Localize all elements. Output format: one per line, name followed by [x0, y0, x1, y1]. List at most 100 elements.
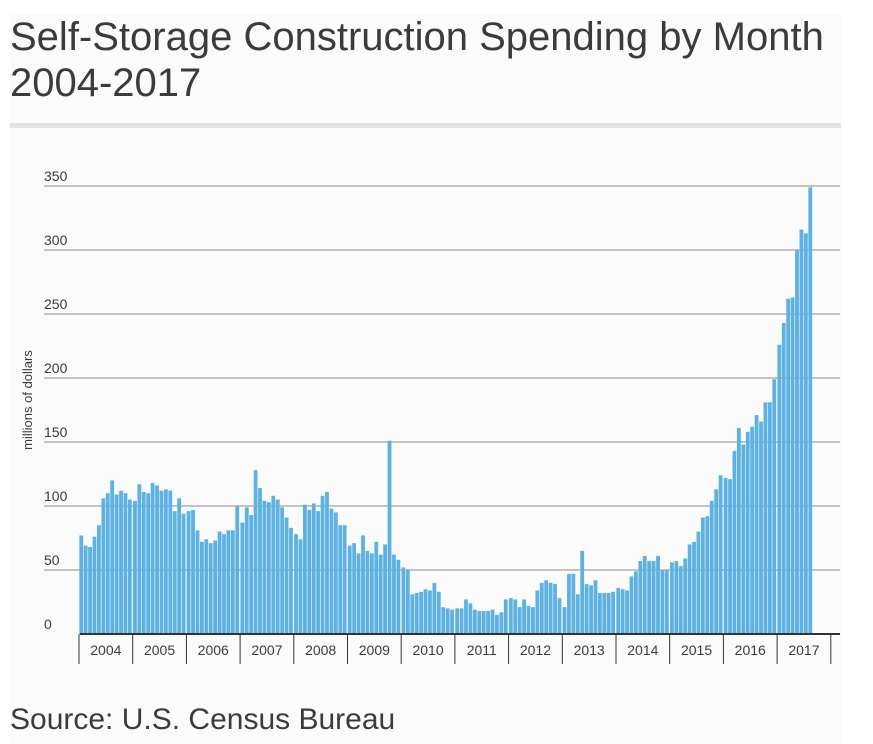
x-tick-label: 2017: [788, 642, 819, 658]
bar-2012-7: [535, 590, 540, 634]
bar-2014-9: [651, 561, 656, 634]
bar-2006-4: [199, 541, 204, 634]
bar-2009-9: [383, 544, 388, 634]
bar-2013-3: [571, 573, 576, 634]
bar-2010-8: [432, 582, 437, 634]
bar-2006-6: [208, 543, 213, 634]
bar-2013-10: [602, 593, 607, 634]
bar-2010-11: [445, 608, 450, 634]
bar-2004-1: [79, 535, 84, 634]
title-divider: [10, 123, 841, 128]
bar-2017-3: [786, 298, 791, 634]
bar-2009-10: [387, 440, 392, 634]
bar-2016-5: [741, 444, 746, 634]
bar-2013-9: [597, 593, 602, 634]
bar-2014-6: [638, 561, 643, 634]
bar-2017-6: [799, 229, 804, 634]
bar-2004-12: [127, 499, 132, 634]
bar-2005-7: [159, 490, 164, 634]
bar-2006-1: [186, 511, 191, 634]
bar-2004-2: [83, 545, 88, 634]
y-axis-tick-labels: 0 50 100 150 200 250 300 350: [44, 168, 68, 632]
x-tick-label: 2005: [144, 642, 175, 658]
bar-2011-9: [490, 609, 495, 634]
bar-2016-11: [767, 402, 772, 634]
bar-2017-7: [803, 233, 808, 635]
bar-2005-6: [155, 485, 159, 634]
bar-2013-6: [584, 584, 589, 634]
bar-2008-6: [316, 511, 321, 634]
bar-2015-2: [674, 561, 679, 634]
bar-2010-7: [428, 590, 432, 634]
y-tick-label: 350: [44, 168, 68, 184]
bar-2009-2: [352, 543, 357, 634]
bar-2014-8: [647, 561, 652, 634]
bar-2008-10: [333, 512, 338, 634]
x-tick-label: 2004: [90, 642, 121, 658]
bar-2012-5: [526, 605, 531, 634]
bar-2012-3: [517, 607, 522, 634]
bar-2010-4: [414, 593, 419, 634]
bar-2010-5: [419, 591, 424, 634]
bar-2009-5: [365, 550, 370, 634]
bar-2007-9: [275, 499, 280, 634]
bar-2005-2: [137, 484, 142, 634]
bar-2015-9: [705, 516, 710, 634]
bar-2005-9: [168, 490, 173, 634]
bar-2014-10: [656, 555, 660, 634]
bar-2004-10: [119, 490, 123, 634]
bar-2013-4: [575, 594, 580, 634]
x-tick-label: 2015: [681, 642, 712, 658]
bar-2014-7: [642, 555, 647, 634]
x-tick-label: 2009: [359, 642, 390, 658]
y-tick-label: 150: [44, 424, 68, 440]
bar-2010-1: [401, 567, 406, 634]
bar-2015-12: [718, 475, 723, 634]
bar-2015-11: [714, 489, 719, 634]
bar-2009-4: [361, 535, 365, 634]
y-tick-label: 0: [44, 616, 52, 632]
bar-2006-7: [213, 540, 218, 634]
bar-2007-3: [249, 514, 254, 634]
x-tick-label: 2014: [627, 642, 658, 658]
x-tick-label: 2008: [305, 642, 336, 658]
bar-2004-9: [114, 494, 119, 634]
y-tick-label: 200: [44, 360, 68, 376]
bar-2011-5: [472, 609, 477, 634]
bar-2008-11: [338, 525, 343, 634]
bar-2008-12: [342, 525, 347, 634]
bar-2012-9: [544, 580, 549, 634]
bar-2014-3: [625, 590, 629, 634]
bar-2016-12: [772, 379, 777, 634]
bar-2010-6: [423, 589, 428, 634]
bar-2014-2: [620, 589, 625, 634]
bar-2008-1: [294, 534, 298, 634]
bar-2005-12: [181, 513, 186, 634]
bar-2010-12: [450, 609, 454, 634]
bar-2006-9: [222, 534, 226, 634]
y-tick-label: 100: [44, 488, 68, 504]
bar-2016-9: [759, 421, 763, 634]
x-tick-label: 2010: [412, 642, 443, 658]
bar-2007-1: [240, 522, 245, 634]
bar-2016-4: [736, 427, 741, 634]
bar-2010-2: [405, 570, 410, 634]
bar-2017-5: [795, 250, 799, 634]
bar-2015-5: [687, 544, 692, 634]
bar-2006-10: [226, 530, 231, 634]
y-tick-label: 50: [44, 552, 60, 568]
bar-2017-2: [781, 322, 786, 634]
bar-2009-1: [347, 545, 352, 634]
y-axis-label: millions of dollars: [20, 350, 35, 450]
bar-2014-5: [634, 571, 638, 634]
bar-2012-12: [557, 598, 562, 634]
bar-2016-1: [723, 477, 728, 634]
bar-2011-12: [503, 599, 508, 634]
bar-2013-7: [589, 585, 593, 634]
bar-2013-2: [567, 573, 571, 634]
bar-2007-10: [280, 507, 285, 634]
bar-2008-8: [325, 491, 329, 634]
bar-2013-12: [611, 591, 616, 634]
bar-2004-7: [105, 493, 110, 634]
